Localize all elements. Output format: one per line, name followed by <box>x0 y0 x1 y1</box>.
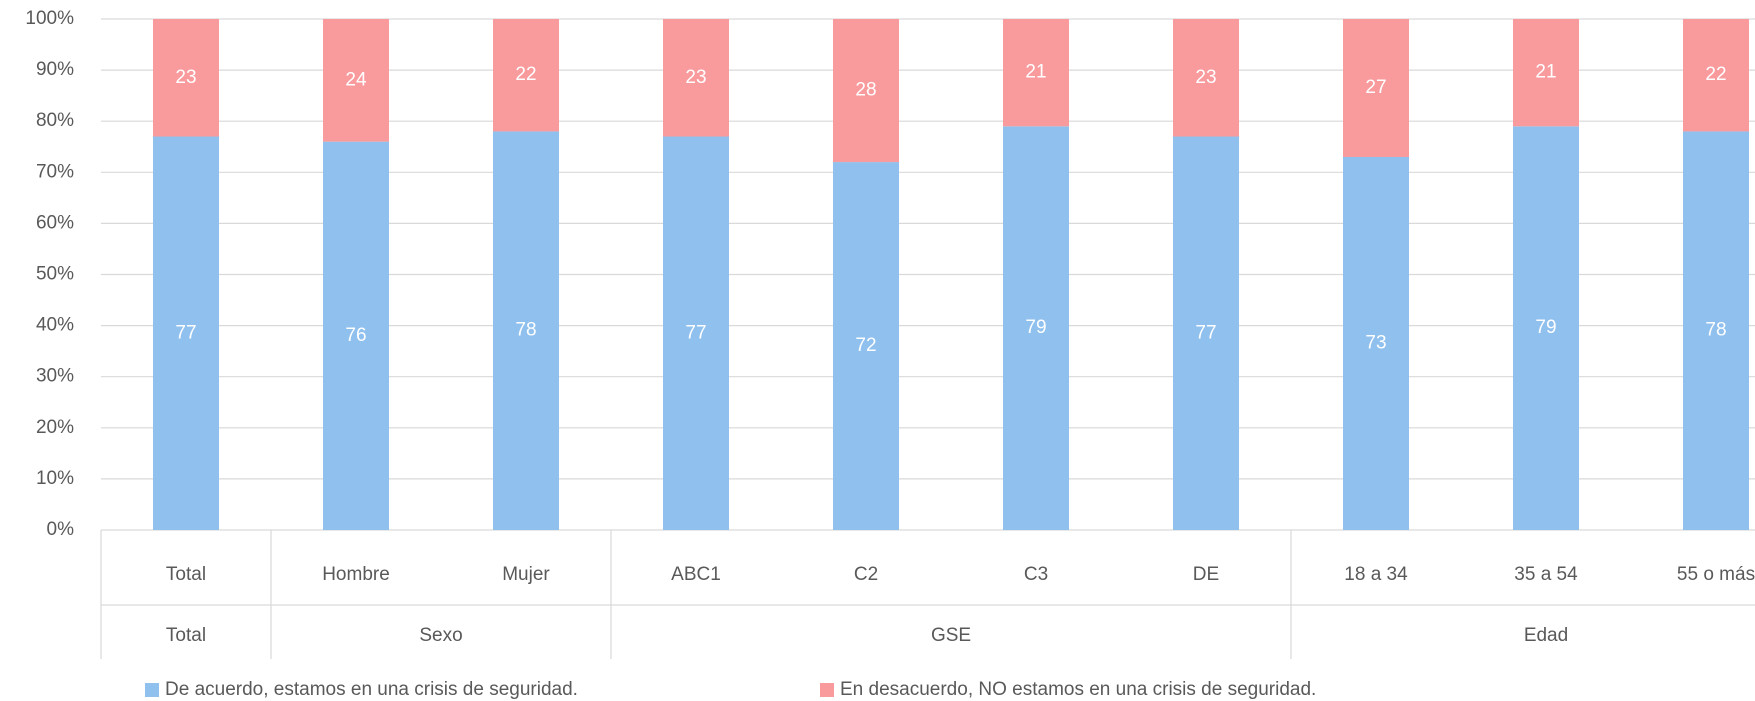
y-tick-label: 60% <box>36 212 74 233</box>
data-label: 78 <box>515 320 536 341</box>
data-label: 21 <box>1535 62 1556 83</box>
y-tick-label: 100% <box>25 8 74 29</box>
data-label: 28 <box>855 80 876 101</box>
x-tick-label: ABC1 <box>671 564 721 585</box>
group-label: GSE <box>931 625 971 646</box>
x-tick-label: 55 o más <box>1677 564 1755 585</box>
bar-segment <box>1003 126 1069 530</box>
bar-segment <box>833 162 899 530</box>
bar-segment <box>1003 19 1069 127</box>
x-tick-label: 18 a 34 <box>1344 564 1408 585</box>
bar-segment <box>1343 156 1409 530</box>
group-label: Total <box>166 625 206 646</box>
x-tick-label: Hombre <box>322 564 390 585</box>
data-label: 72 <box>855 335 876 356</box>
data-label: 23 <box>685 67 706 88</box>
bar-segment <box>323 141 389 530</box>
bar-segment <box>1683 19 1749 132</box>
y-tick-label: 0% <box>47 519 75 540</box>
bar-segment <box>493 131 559 531</box>
y-tick-label: 50% <box>36 264 74 285</box>
data-label: 73 <box>1365 333 1386 354</box>
x-tick-label: C3 <box>1024 564 1048 585</box>
bar-segment <box>1513 126 1579 530</box>
x-tick-label: Total <box>166 564 206 585</box>
bar-segment <box>323 19 389 142</box>
y-tick-label: 40% <box>36 315 74 336</box>
data-label: 78 <box>1705 320 1726 341</box>
data-label: 22 <box>1705 64 1726 85</box>
data-label: 22 <box>515 64 536 85</box>
data-label: 77 <box>175 322 196 343</box>
legend-swatch <box>820 683 834 697</box>
bar-segment <box>663 136 729 530</box>
group-label: Edad <box>1524 625 1568 646</box>
bar-segment <box>1173 136 1239 530</box>
group-label: Sexo <box>419 625 462 646</box>
y-tick-label: 30% <box>36 366 74 387</box>
bar-segment <box>1343 19 1409 157</box>
bar-segment <box>153 19 219 137</box>
data-label: 79 <box>1535 317 1556 338</box>
data-label: 76 <box>345 325 366 346</box>
data-label: 79 <box>1025 317 1046 338</box>
y-tick-label: 70% <box>36 161 74 182</box>
y-tick-label: 20% <box>36 417 74 438</box>
bar-segment <box>1683 131 1749 531</box>
bar-segment <box>1173 19 1239 137</box>
data-label: 21 <box>1025 62 1046 83</box>
x-tick-label: 35 a 54 <box>1514 564 1578 585</box>
x-tick-label: C2 <box>854 564 878 585</box>
data-label: 77 <box>1195 322 1216 343</box>
x-tick-label: Mujer <box>502 564 550 585</box>
bar-segment <box>1513 19 1579 127</box>
data-label: 23 <box>175 67 196 88</box>
legend-label: En desacuerdo, NO estamos en una crisis … <box>840 679 1316 700</box>
data-label: 24 <box>345 69 367 90</box>
bar-segment <box>833 19 899 163</box>
bar-segment <box>493 19 559 132</box>
y-tick-label: 10% <box>36 468 74 489</box>
data-label: 23 <box>1195 67 1216 88</box>
x-tick-label: DE <box>1193 564 1219 585</box>
y-tick-label: 90% <box>36 59 74 80</box>
legend-swatch <box>145 683 159 697</box>
bar-segment <box>153 136 219 530</box>
bar-segment <box>663 19 729 137</box>
y-tick-label: 80% <box>36 110 74 131</box>
data-label: 77 <box>685 322 706 343</box>
data-label: 27 <box>1365 77 1386 98</box>
legend-label: De acuerdo, estamos en una crisis de seg… <box>165 679 578 700</box>
